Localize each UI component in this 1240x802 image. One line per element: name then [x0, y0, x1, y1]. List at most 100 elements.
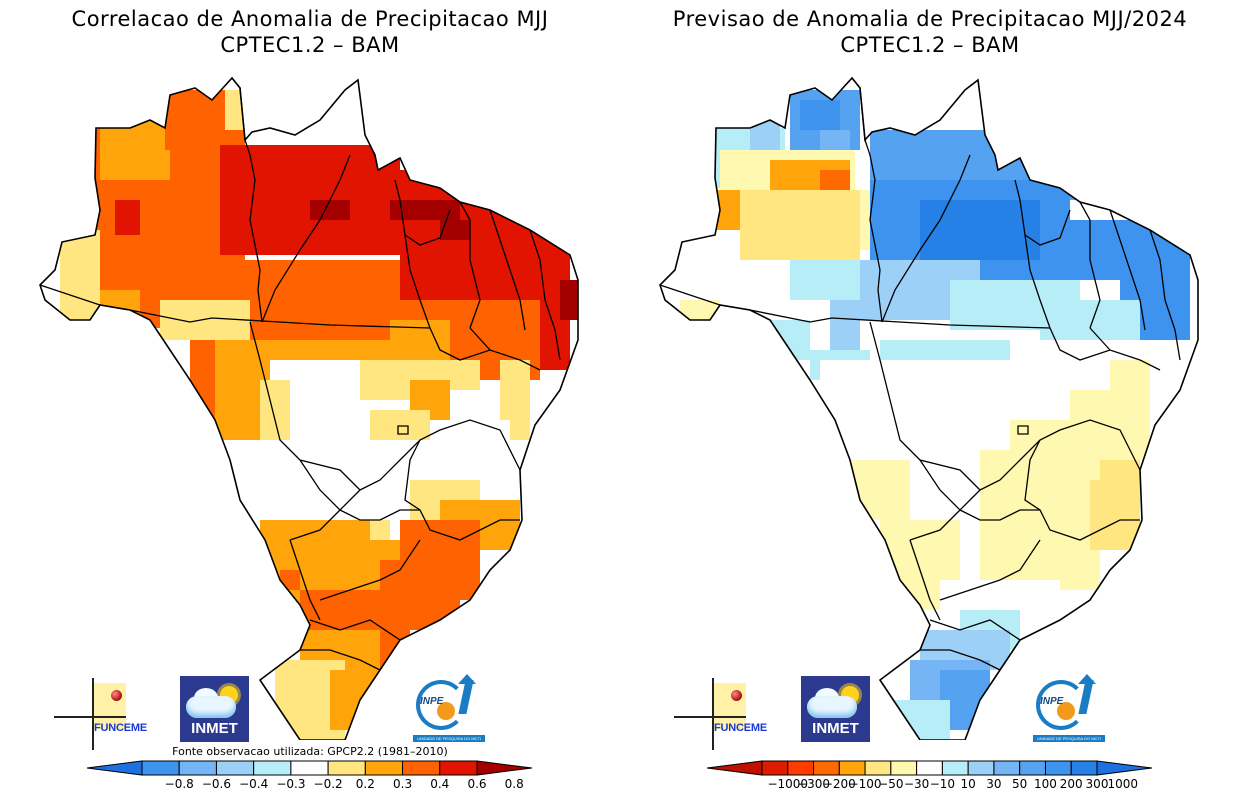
colorbar-tick-label: 100: [1034, 777, 1057, 791]
state-border: [189, 317, 431, 329]
colorbar-swatch: [916, 760, 943, 776]
colorbar-tick-label: −100: [849, 777, 882, 791]
colorbar-tick-label: −50: [878, 777, 903, 791]
grid-cell: [690, 190, 740, 230]
grid-cell: [380, 560, 460, 630]
grid-cell: [560, 280, 578, 320]
grid-cell: [680, 300, 720, 380]
colorbar-tick-label: 0.4: [430, 777, 449, 791]
grid-cell: [1100, 460, 1140, 550]
state-border: [939, 539, 1041, 601]
forecast-colorbar: −1000−300−200−100−50 −30 −10 10 30 50 100 200 30…: [706, 760, 1153, 791]
inpe-logo-band: UNIDADE DE PESQUISA DO MCTI: [413, 735, 485, 742]
state-border: [404, 439, 520, 541]
grid-cell: [100, 120, 170, 180]
grid-cell: [280, 570, 300, 590]
funceme-logo: FUNCEME: [674, 678, 774, 750]
grid-cell: [680, 230, 740, 310]
grid-cell: [1120, 240, 1190, 300]
grid-cell: [430, 420, 510, 480]
state-border: [1014, 179, 1051, 329]
state-border: [289, 539, 321, 621]
correlation-map: [39, 76, 579, 740]
colorbar-arrow-low: [706, 760, 763, 776]
colorbar-tick-label: 300: [1086, 777, 1109, 791]
state-border: [869, 321, 981, 491]
state-border: [359, 419, 521, 491]
state-border: [404, 209, 451, 246]
grid-cell: [850, 460, 910, 520]
grid-cell: [740, 190, 860, 260]
state-border: [1049, 327, 1161, 371]
colorbar-tick-label: −0.8: [165, 777, 194, 791]
inmet-logo-text: INMET: [812, 720, 859, 737]
state-border: [877, 289, 883, 323]
state-border: [397, 425, 409, 435]
colorbar-swatch: [941, 760, 969, 776]
inmet-logo-text: INMET: [191, 720, 238, 737]
colorbar-swatch: [967, 760, 995, 776]
colorbar-tick-label: 200: [1060, 777, 1083, 791]
funceme-logo: FUNCEME: [54, 678, 154, 750]
state-border: [1024, 439, 1140, 541]
inpe-logo: INPE UNIDADE DE PESQUISA DO MCTI: [1030, 674, 1110, 746]
inpe-logo-text: INPE: [1040, 696, 1064, 707]
forecast-map: [659, 76, 1199, 740]
inmet-logo: INMET: [801, 676, 870, 742]
colorbar-arrow-low: [86, 760, 143, 776]
anomaly-field: [40, 78, 578, 740]
grid-cell: [330, 460, 420, 500]
state-border: [959, 509, 1040, 521]
grid-cell: [440, 220, 470, 240]
colorbar-swatch: [327, 760, 366, 776]
grid-cell: [60, 230, 100, 290]
colorbar-tick-label: −0.3: [276, 777, 305, 791]
inpe-logo-text: INPE: [420, 696, 444, 707]
colorbar-swatch: [178, 760, 217, 776]
colorbar-arrow-high: [476, 760, 533, 776]
grid-cell: [240, 260, 400, 340]
forecast-panel: Previsao de Anomalia de Precipitacao MJJ…: [620, 0, 1240, 802]
grid-cell: [1140, 300, 1190, 340]
colorbar-tick-label: −1000: [767, 777, 808, 791]
state-border: [909, 539, 941, 621]
grid-cell: [115, 200, 140, 235]
state-border: [529, 229, 561, 361]
state-border: [469, 327, 491, 351]
state-border: [459, 201, 481, 329]
colorbar-tick-label: 0.8: [505, 777, 524, 791]
colorbar-swatch: [1019, 760, 1046, 776]
correlation-colorbar: −0.8 −0.6 −0.4 −0.3 −0.2 0.2 0.3 0.4 0.6 0.8: [86, 760, 533, 791]
state-border: [249, 321, 361, 491]
colorbar-swatch: [838, 760, 866, 776]
colorbar-tick-label: 0.3: [393, 777, 412, 791]
correlation-panel: Correlacao de Anomalia de Precipitacao M…: [39, 7, 579, 791]
colorbar-swatch: [215, 760, 255, 776]
state-border: [1089, 327, 1111, 351]
forecast-title: Previsao de Anomalia de Precipitacao MJJ…: [672, 7, 1188, 31]
state-border: [339, 509, 420, 521]
state-border: [929, 619, 1021, 641]
correlation-title: Correlacao de Anomalia de Precipitacao M…: [71, 7, 549, 31]
state-border: [300, 649, 381, 671]
state-border: [1024, 209, 1071, 246]
colorbar-tick-label: −200: [823, 777, 856, 791]
state-border: [1149, 229, 1181, 361]
colorbar-tick-label: 1000: [1107, 777, 1138, 791]
colorbar-tick-label: −0.4: [239, 777, 268, 791]
colorbar-swatch: [864, 760, 892, 776]
source-note: Fonte observacao utilizada: GPCP2.2 (198…: [172, 745, 448, 758]
country-outline: [659, 76, 1199, 740]
country-outline: [39, 76, 579, 740]
grid-cell: [390, 200, 460, 220]
colorbar-swatch: [993, 760, 1021, 776]
grid-cell: [800, 100, 840, 130]
state-border: [299, 459, 361, 511]
colorbar-swatch: [761, 760, 789, 776]
grid-cell: [920, 200, 1040, 260]
inpe-logo-band: UNIDADE DE PESQUISA DO MCTI: [1033, 735, 1105, 742]
state-border: [257, 289, 263, 323]
inmet-logo: INMET: [180, 676, 249, 742]
colorbar-swatch: [1070, 760, 1098, 776]
colorbar-tick-label: −0.6: [202, 777, 231, 791]
